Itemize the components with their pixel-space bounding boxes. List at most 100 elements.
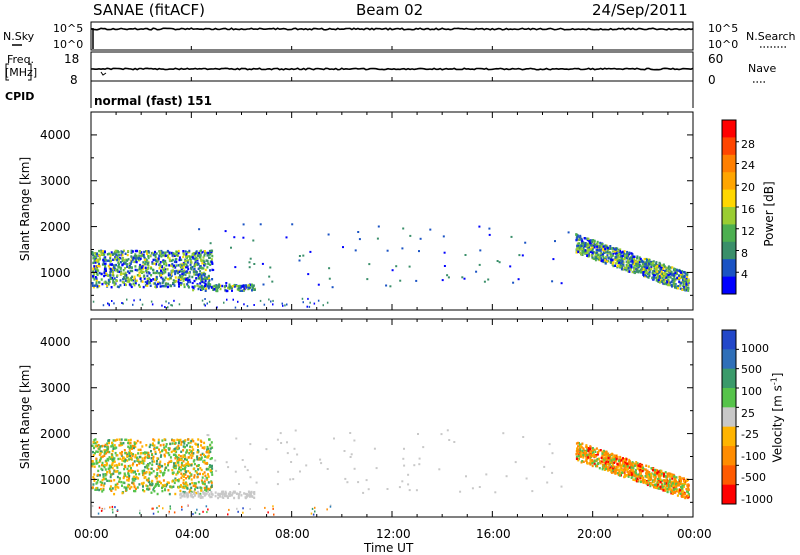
power-scatter-point (174, 276, 177, 279)
vel-scatter-point (687, 491, 690, 494)
power-scatter-point (108, 280, 110, 283)
power-y-tick-3000: 3000 (40, 174, 71, 188)
vel-scatter-point (127, 479, 130, 482)
vel-scatter-point (635, 472, 638, 475)
power-scatter-point (668, 283, 671, 287)
power-scatter-point (121, 254, 124, 257)
power-scatter-point (626, 254, 628, 257)
vel-scatter-point (115, 446, 118, 449)
power-ground-point (309, 301, 311, 304)
vel-scatter-point (184, 467, 186, 471)
power-scatter-point (118, 263, 120, 266)
power-ground-point (306, 305, 308, 308)
vel-ground-point (194, 511, 197, 514)
power-scatter-point (187, 286, 190, 289)
power-scatter-point (215, 286, 217, 289)
power-scatter-point (647, 264, 650, 267)
vel-scatter-point (138, 483, 141, 486)
power-sparse-point (463, 277, 466, 280)
vel-scatter-point (673, 484, 676, 488)
vel-ground-point (111, 508, 114, 511)
vel-scatter-point (233, 491, 236, 494)
vel-scatter-point (145, 484, 148, 487)
power-scatter-point (107, 274, 110, 277)
power-scatter-point (659, 276, 662, 279)
power-scatter-point (163, 262, 166, 266)
vel-scatter-point (208, 465, 211, 469)
vel-scatter-point (624, 464, 627, 467)
power-scatter-point (155, 260, 158, 263)
power-scatter-point (678, 280, 681, 284)
vel-scatter-point (643, 478, 646, 482)
vel-scatter-point (118, 438, 121, 441)
vel-scatter-point (140, 451, 143, 455)
vel-scatter-point (200, 440, 203, 444)
power-scatter-point (603, 245, 606, 248)
vel-scatter-point (599, 462, 602, 465)
vel-ground-point (157, 510, 159, 513)
vel-scatter-point (154, 450, 157, 454)
power-scatter-point (591, 256, 594, 259)
vel-scatter-point (622, 470, 625, 473)
vel-scatter-point (188, 452, 191, 455)
vel-ground-point (237, 510, 239, 513)
power-scatter-point (116, 270, 119, 273)
power-ground-point (121, 302, 123, 304)
vel-scatter-point (113, 444, 116, 447)
vel-scatter-point (575, 450, 578, 453)
power-scatter-point (202, 277, 205, 281)
vel-scatter-point (151, 463, 154, 466)
power-sparse-point (253, 263, 256, 265)
vel-scatter-point (626, 465, 629, 468)
power-scatter-point (248, 286, 251, 290)
power-scatter-point (136, 256, 139, 260)
power-scatter-point (602, 248, 605, 251)
power-scatter-point (174, 272, 177, 276)
vel-scatter-point (137, 452, 140, 455)
vel-scatter-point (150, 491, 153, 494)
power-scatter-point (182, 272, 185, 275)
power-scatter-point (657, 280, 660, 283)
vel-scatter-point (663, 474, 665, 478)
vel-scatter-point (628, 466, 631, 469)
vel-scatter-point (586, 447, 589, 451)
vel-scatter-point (650, 467, 653, 470)
vel-scatter-point (195, 471, 198, 474)
vel-scatter-point (681, 489, 684, 493)
vel-scatter-point (671, 480, 674, 483)
vel-scatter-point (613, 461, 616, 464)
power-scatter-point (154, 253, 157, 257)
vel-scatter-point (205, 486, 208, 490)
power-ground-point (301, 297, 304, 300)
power-scatter-point (583, 243, 586, 247)
power-scatter-point (671, 285, 673, 288)
vel-scatter-point (91, 486, 94, 489)
power-scatter-point (104, 264, 107, 268)
vel-scatter-point (130, 452, 133, 455)
power-scatter-point (638, 261, 641, 264)
vel-scatter-point (171, 480, 174, 483)
power-scatter-point (684, 280, 687, 284)
vel-scatter-point (180, 450, 183, 453)
vel-scatter-point (154, 485, 157, 488)
vel-scatter-point (124, 451, 127, 455)
vel-sparse-point (418, 457, 421, 460)
power-scatter-point (155, 252, 158, 255)
power-scatter-point (177, 276, 180, 279)
power-scatter-point (135, 260, 138, 264)
power-scatter-point (627, 259, 630, 262)
power-scatter-point (210, 260, 213, 264)
power-scatter-point (197, 254, 200, 257)
vel-scatter-point (142, 488, 144, 492)
vel-scatter-point (179, 489, 182, 493)
vel-scatter-point (116, 454, 119, 457)
power-scatter-point (204, 275, 207, 279)
power-scatter-point (208, 249, 211, 253)
power-sparse-point (512, 281, 515, 284)
vel-scatter-point (178, 470, 181, 474)
velocity-y-label: Slant Range [km] (18, 364, 32, 470)
vel-scatter-point (102, 473, 105, 476)
vel-scatter-point (687, 486, 690, 489)
vel-scatter-point (171, 442, 174, 445)
vel-scatter-point (591, 464, 594, 468)
